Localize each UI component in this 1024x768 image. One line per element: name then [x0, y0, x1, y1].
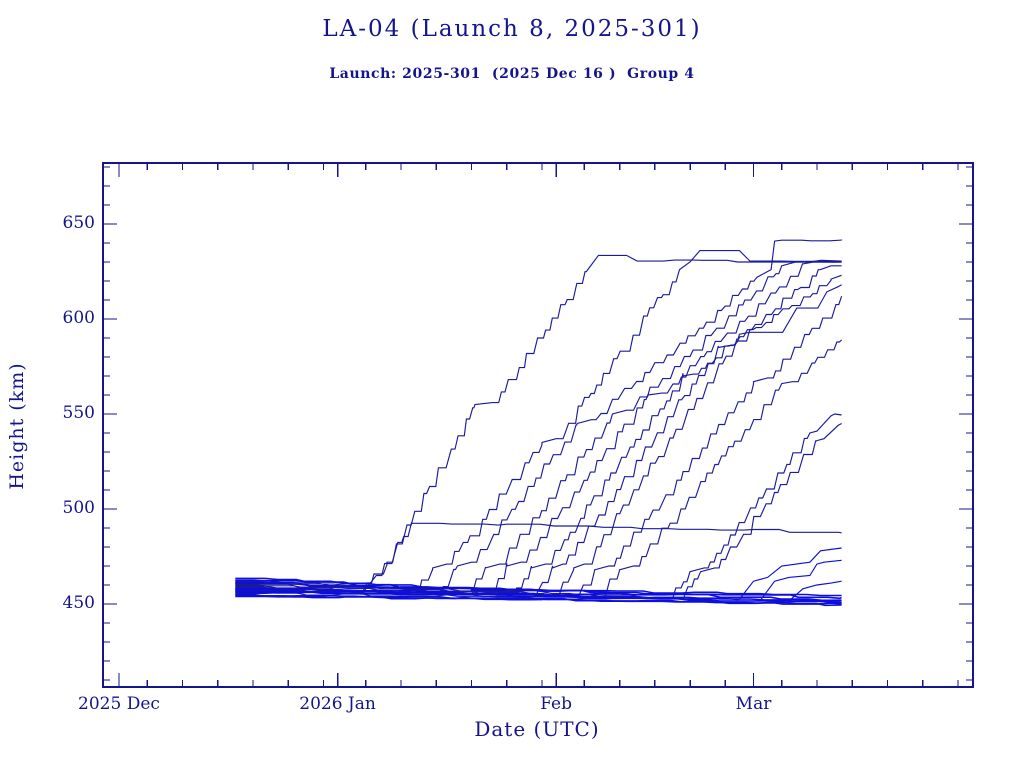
satellite-trace-sat-01 [235, 254, 842, 593]
chart-subtitle: Launch: 2025-301 (2025 Dec 16 ) Group 4 [329, 66, 695, 82]
satellite-trace-sat-20 [235, 595, 842, 607]
satellite-trace-sat-12 [235, 413, 842, 599]
satellite-trace-sat-13 [235, 422, 842, 599]
satellite-trace-sat-04 [235, 239, 843, 595]
x-tick-label: 2026 Jan [299, 694, 376, 714]
satellite-trace-sat-03 [235, 250, 842, 594]
x-axis-title: Date (UTC) [474, 717, 600, 741]
y-tick-label: 500 [62, 498, 95, 518]
x-tick-label: Mar [735, 694, 772, 714]
satellite-traces [235, 239, 843, 607]
satellite-trace-sat-22 [235, 590, 842, 604]
plot-frame [102, 162, 974, 688]
satellite-trace-sat-06 [235, 261, 842, 594]
satellite-trace-sat-21 [235, 588, 842, 603]
axis-ticks [103, 163, 973, 687]
x-tick-label: Feb [540, 694, 572, 714]
satellite-trace-sat-10 [235, 296, 843, 597]
satellite-trace-sat-09 [235, 284, 842, 596]
y-tick-label: 600 [62, 308, 95, 328]
x-tick-label: 2025 Dec [78, 694, 160, 714]
y-tick-label: 650 [62, 213, 95, 233]
chart-title: LA-04 (Launch 8, 2025-301) [322, 16, 702, 42]
y-tick-label: 450 [62, 593, 95, 613]
satellite-trace-sat-23 [235, 582, 842, 597]
satellite-trace-sat-11 [235, 339, 842, 598]
y-tick-label: 550 [62, 403, 95, 423]
